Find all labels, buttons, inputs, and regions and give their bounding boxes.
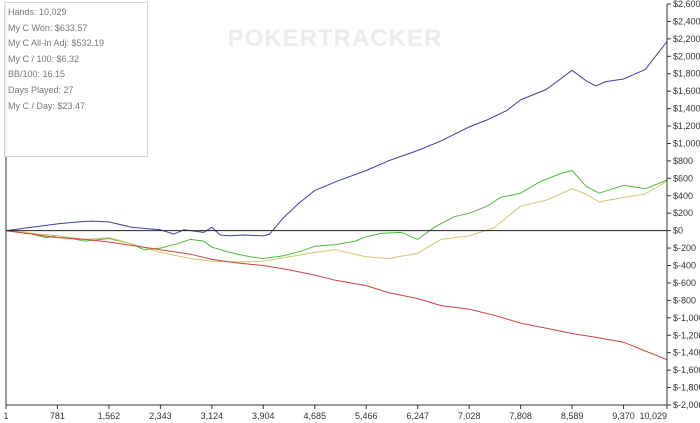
x-tick-label: 8,589 [561,411,584,421]
y-tick-label: $1,000 [673,138,700,148]
x-tick-label: 1 [3,411,8,421]
x-tick-label: 7,028 [458,411,481,421]
y-tick-label: $2,200 [673,34,700,44]
y-tick-label: $-800 [673,295,696,305]
y-tick-label: $600 [673,173,693,183]
stat-allin-adj: My C All-In Adj: $532.19 [8,38,105,49]
y-tick-label: $-1,800 [673,383,700,393]
y-tick-label: $2,000 [673,51,700,61]
y-tick-label: $-2,000 [673,400,700,410]
x-tick-label: 7,808 [509,411,532,421]
x-tick-label: 3,124 [201,411,224,421]
y-tick-label: $-200 [673,243,696,253]
stat-per-day: My C / Day: $23.47 [8,100,86,111]
y-tick-label: $-1,600 [673,365,700,375]
y-tick-label: $-1,000 [673,313,700,323]
x-tick-label: 1,562 [98,411,121,421]
y-tick-label: $1,600 [673,86,700,96]
y-tick-label: $-1,200 [673,330,700,340]
axes-group: $2,600 $2,400 $2,200 $2,000 $1,800 $1,600 $1,4… [3,0,700,421]
y-tick-label: $0 [673,226,683,236]
x-tick-label: 9,370 [612,411,635,421]
x-tick-label: 2,343 [149,411,172,421]
stat-bb-100: BB/100: 16.15 [8,69,66,80]
y-tick-label: $800 [673,156,693,166]
x-tick-label: 4,685 [303,411,326,421]
y-tick-label: $-1,400 [673,348,700,358]
series-group [5,41,668,361]
stat-days-played: Days Played: 27 [8,84,74,95]
x-tick-label: 10,029 [639,411,667,421]
series-line-1 [5,41,668,237]
x-tick-label: 6,247 [406,411,429,421]
y-tick-label: $1,400 [673,104,700,114]
y-tick-label: $1,200 [673,121,700,131]
x-tick-label: 3,904 [252,411,275,421]
series-line-4 [5,230,668,361]
y-tick-label: $200 [673,208,693,218]
x-tick-label: 781 [50,411,65,421]
y-tick-label: $2,600 [673,0,700,9]
stat-hands: Hands: 10,029 [8,7,67,17]
y-tick-label: $2,400 [673,16,700,26]
stat-won: My C Won: $633.57 [8,22,88,33]
x-tick-label: 5,466 [355,411,378,421]
y-tick-label: $-400 [673,261,696,271]
stats-panel: Hands: 10,029 My C Won: $633.57 My C All… [4,2,148,157]
watermark-logo: POKERTRACKER [228,25,443,52]
series-line-3 [5,180,668,263]
stat-per-100: My C / 100: $6.32 [8,53,80,64]
series-line-2 [5,170,668,259]
y-tick-label: $-600 [673,278,696,288]
y-tick-label: $1,800 [673,69,700,79]
y-tick-label: $400 [673,191,693,201]
